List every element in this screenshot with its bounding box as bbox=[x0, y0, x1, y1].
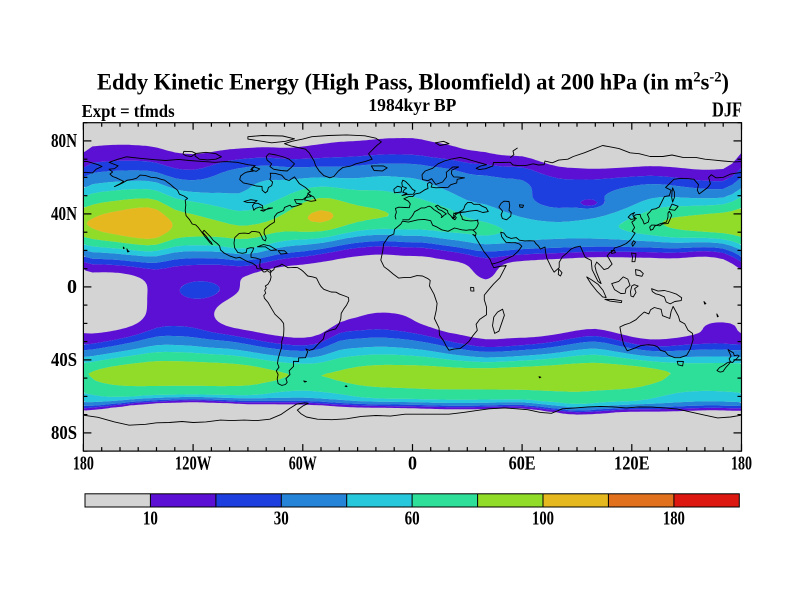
svg-text:40N: 40N bbox=[51, 203, 77, 225]
svg-text:120W: 120W bbox=[175, 453, 212, 475]
svg-text:40S: 40S bbox=[51, 349, 77, 371]
svg-text:80S: 80S bbox=[51, 422, 77, 444]
svg-text:30: 30 bbox=[274, 508, 289, 530]
svg-text:Expt = tfmds: Expt = tfmds bbox=[82, 101, 175, 121]
svg-text:60E: 60E bbox=[509, 453, 536, 475]
svg-text:10: 10 bbox=[143, 508, 158, 530]
svg-text:0: 0 bbox=[408, 453, 417, 475]
svg-text:Eddy Kinetic Energy (High Pass: Eddy Kinetic Energy (High Pass, Bloomfie… bbox=[97, 70, 729, 95]
svg-text:1984kyr BP: 1984kyr BP bbox=[368, 95, 456, 115]
svg-text:DJF: DJF bbox=[712, 97, 742, 121]
svg-text:180: 180 bbox=[731, 453, 752, 475]
svg-text:60W: 60W bbox=[289, 453, 317, 475]
svg-text:180: 180 bbox=[663, 508, 685, 530]
svg-text:100: 100 bbox=[532, 508, 554, 530]
svg-text:180: 180 bbox=[73, 453, 94, 475]
svg-text:60: 60 bbox=[405, 508, 420, 530]
svg-text:120E: 120E bbox=[614, 453, 650, 475]
svg-text:0: 0 bbox=[67, 276, 77, 298]
svg-text:80N: 80N bbox=[51, 130, 77, 152]
